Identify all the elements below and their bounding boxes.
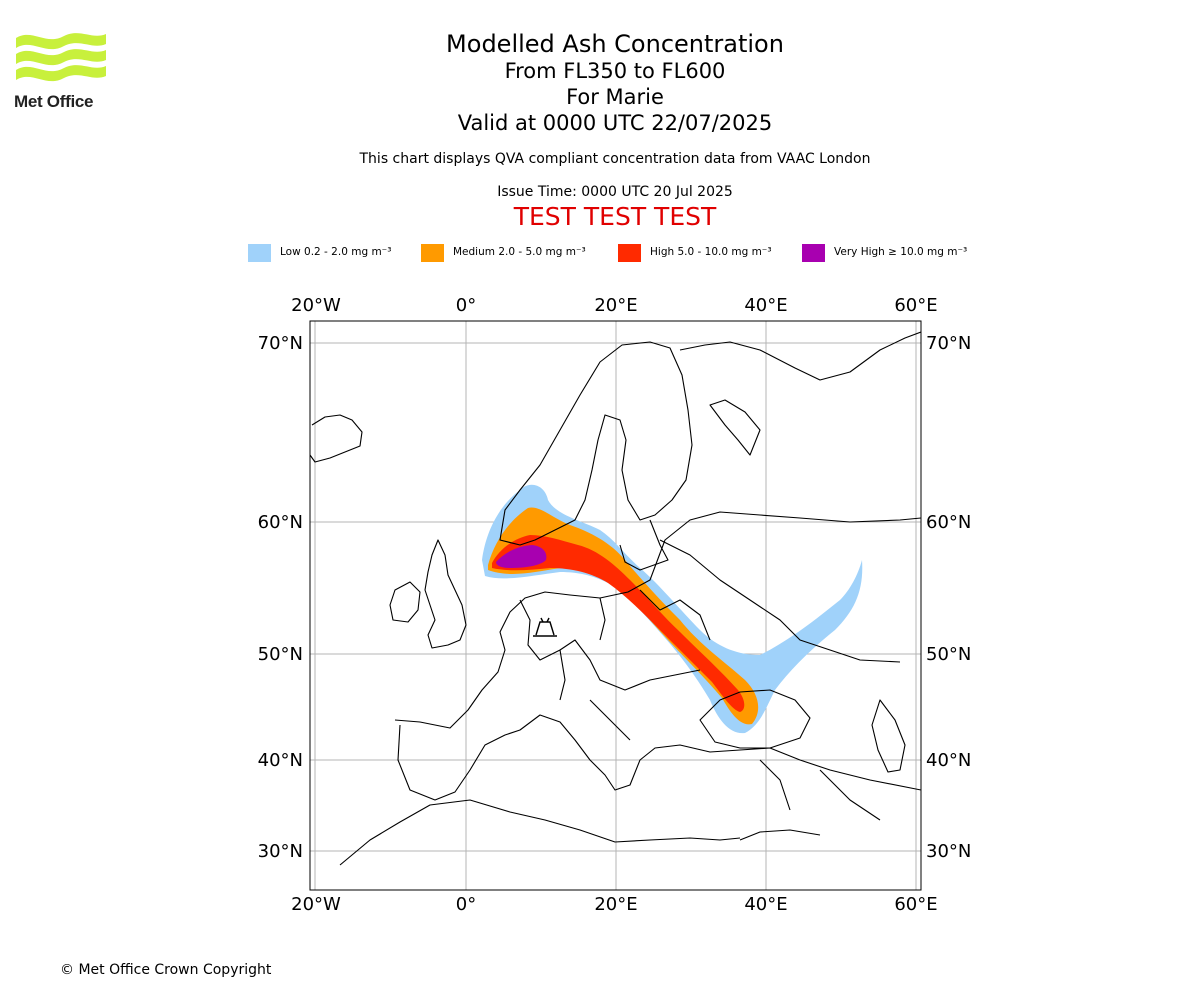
lat-tick: 60°N: [926, 512, 970, 533]
lat-tick: 70°N: [258, 333, 303, 354]
lat-ticks-right: 70°N 60°N 50°N 40°N 30°N: [926, 333, 970, 862]
ireland-outline: [389, 581, 421, 623]
middle-east-border: [739, 759, 881, 841]
ash-map: 20°W 0° 20°E 40°E 60°E 20°W 0° 20°E 40°E…: [258, 295, 970, 915]
lat-tick: 50°N: [926, 644, 970, 665]
legend-label-high: High 5.0 - 10.0 mg m⁻³: [650, 246, 772, 258]
lon-tick: 20°E: [594, 295, 637, 316]
legend-label-very-high: Very High ≥ 10.0 mg m⁻³: [834, 246, 968, 258]
coastlines: [310, 331, 921, 866]
test-banner: TEST TEST TEST: [513, 202, 717, 231]
copyright: © Met Office Crown Copyright: [60, 962, 272, 978]
chart-title: Modelled Ash Concentration: [446, 30, 784, 58]
valid-time: Valid at 0000 UTC 22/07/2025: [457, 111, 773, 135]
lat-tick: 30°N: [926, 841, 970, 862]
ash-plume: [482, 484, 863, 734]
border-west: [519, 599, 701, 691]
qva-note: This chart displays QVA compliant concen…: [359, 151, 871, 167]
lon-tick: 60°E: [894, 295, 937, 316]
lat-ticks-left: 70°N 60°N 50°N 40°N 30°N: [258, 333, 303, 862]
north-africa: [339, 799, 741, 866]
lat-tick: 70°N: [926, 333, 970, 354]
lat-tick: 50°N: [258, 644, 303, 665]
lat-tick: 40°N: [926, 750, 970, 771]
lon-tick: 60°E: [894, 894, 937, 915]
lon-tick: 0°: [456, 894, 476, 915]
legend-label-low: Low 0.2 - 2.0 mg m⁻³: [280, 246, 392, 258]
logo-wordmark: Met Office: [14, 92, 94, 111]
flight-levels: From FL350 to FL600: [504, 59, 726, 83]
iceland-outline: [310, 414, 363, 463]
scandinavia-outline: [499, 341, 693, 546]
lon-tick: 40°E: [744, 894, 787, 915]
britain-outline: [424, 539, 467, 649]
legend-swatch-high: [618, 244, 641, 262]
volcano-icon: [533, 617, 557, 637]
lat-tick: 60°N: [258, 512, 303, 533]
met-office-logo: [16, 33, 106, 82]
event-name: For Marie: [566, 85, 664, 109]
lon-ticks-top: 20°W 0° 20°E 40°E 60°E: [291, 295, 937, 316]
lon-tick: 0°: [456, 295, 476, 316]
russia-north-coast: [679, 331, 921, 381]
black-sea: [699, 689, 811, 749]
legend-swatch-low: [248, 244, 271, 262]
europe-coast: [394, 511, 921, 729]
border-central: [559, 589, 711, 741]
issue-time: Issue Time: 0000 UTC 20 Jul 2025: [497, 184, 733, 200]
baltic-east: [619, 519, 669, 571]
border-east: [659, 539, 901, 663]
lon-tick: 20°W: [291, 295, 341, 316]
legend-swatch-medium: [421, 244, 444, 262]
graticule: [310, 321, 921, 890]
ash-very-high: [496, 545, 547, 568]
chart-header: Modelled Ash Concentration From FL350 to…: [315, 30, 915, 231]
lon-ticks-bottom: 20°W 0° 20°E 40°E 60°E: [291, 894, 937, 915]
legend-swatch-very-high: [802, 244, 825, 262]
lat-tick: 30°N: [258, 841, 303, 862]
legend-label-medium: Medium 2.0 - 5.0 mg m⁻³: [453, 246, 586, 258]
caspian-outline: [871, 699, 906, 773]
lat-tick: 40°N: [258, 750, 303, 771]
lon-tick: 20°W: [291, 894, 341, 915]
map-frame: [309, 320, 922, 891]
white-sea: [709, 399, 761, 456]
lon-tick: 20°E: [594, 894, 637, 915]
lon-tick: 40°E: [744, 295, 787, 316]
